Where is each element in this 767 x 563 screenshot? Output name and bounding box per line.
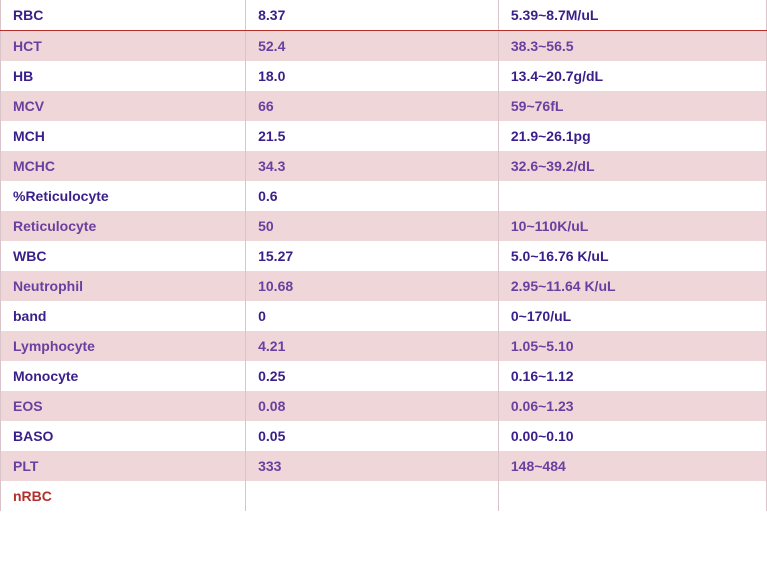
range-cell: 0.00~0.10 (498, 421, 766, 451)
param-cell: WBC (1, 241, 246, 271)
range-cell: 21.9~26.1pg (498, 121, 766, 151)
param-cell: HB (1, 61, 246, 91)
range-cell: 5.0~16.76 K/uL (498, 241, 766, 271)
table-row: HCT52.438.3~56.5 (1, 31, 767, 62)
table-row: Monocyte0.250.16~1.12 (1, 361, 767, 391)
table-row: WBC15.275.0~16.76 K/uL (1, 241, 767, 271)
range-cell: 0.06~1.23 (498, 391, 766, 421)
table-row: Lymphocyte4.211.05~5.10 (1, 331, 767, 361)
range-cell (498, 181, 766, 211)
value-cell: 333 (246, 451, 499, 481)
range-cell: 2.95~11.64 K/uL (498, 271, 766, 301)
table-body: RBC8.375.39~8.7M/uLHCT52.438.3~56.5HB18.… (1, 0, 767, 511)
param-cell: nRBC (1, 481, 246, 511)
range-cell: 1.05~5.10 (498, 331, 766, 361)
value-cell: 66 (246, 91, 499, 121)
param-cell: PLT (1, 451, 246, 481)
param-cell: Neutrophil (1, 271, 246, 301)
table-row: nRBC (1, 481, 767, 511)
param-cell: Reticulocyte (1, 211, 246, 241)
value-cell: 0 (246, 301, 499, 331)
param-cell: MCV (1, 91, 246, 121)
value-cell (246, 481, 499, 511)
value-cell: 52.4 (246, 31, 499, 62)
range-cell: 0.16~1.12 (498, 361, 766, 391)
table-row: MCHC34.332.6~39.2/dL (1, 151, 767, 181)
range-cell: 0~170/uL (498, 301, 766, 331)
range-cell: 13.4~20.7g/dL (498, 61, 766, 91)
value-cell: 34.3 (246, 151, 499, 181)
value-cell: 10.68 (246, 271, 499, 301)
value-cell: 18.0 (246, 61, 499, 91)
table-row: %Reticulocyte0.6 (1, 181, 767, 211)
range-cell: 32.6~39.2/dL (498, 151, 766, 181)
range-cell (498, 481, 766, 511)
value-cell: 0.6 (246, 181, 499, 211)
param-cell: Monocyte (1, 361, 246, 391)
param-cell: EOS (1, 391, 246, 421)
param-cell: RBC (1, 0, 246, 31)
table-row: RBC8.375.39~8.7M/uL (1, 0, 767, 31)
table-row: band00~170/uL (1, 301, 767, 331)
value-cell: 0.05 (246, 421, 499, 451)
param-cell: HCT (1, 31, 246, 62)
value-cell: 0.25 (246, 361, 499, 391)
range-cell: 148~484 (498, 451, 766, 481)
range-cell: 5.39~8.7M/uL (498, 0, 766, 31)
param-cell: MCH (1, 121, 246, 151)
value-cell: 4.21 (246, 331, 499, 361)
table-row: PLT333148~484 (1, 451, 767, 481)
value-cell: 15.27 (246, 241, 499, 271)
table-row: MCH21.521.9~26.1pg (1, 121, 767, 151)
range-cell: 59~76fL (498, 91, 766, 121)
value-cell: 50 (246, 211, 499, 241)
value-cell: 8.37 (246, 0, 499, 31)
param-cell: MCHC (1, 151, 246, 181)
range-cell: 38.3~56.5 (498, 31, 766, 62)
table-row: Neutrophil10.682.95~11.64 K/uL (1, 271, 767, 301)
range-cell: 10~110K/uL (498, 211, 766, 241)
param-cell: Lymphocyte (1, 331, 246, 361)
param-cell: BASO (1, 421, 246, 451)
lab-results-table: RBC8.375.39~8.7M/uLHCT52.438.3~56.5HB18.… (0, 0, 767, 511)
table-row: HB18.013.4~20.7g/dL (1, 61, 767, 91)
table-row: EOS0.080.06~1.23 (1, 391, 767, 421)
table-row: MCV6659~76fL (1, 91, 767, 121)
param-cell: %Reticulocyte (1, 181, 246, 211)
value-cell: 21.5 (246, 121, 499, 151)
table-row: Reticulocyte5010~110K/uL (1, 211, 767, 241)
table-row: BASO0.050.00~0.10 (1, 421, 767, 451)
param-cell: band (1, 301, 246, 331)
value-cell: 0.08 (246, 391, 499, 421)
